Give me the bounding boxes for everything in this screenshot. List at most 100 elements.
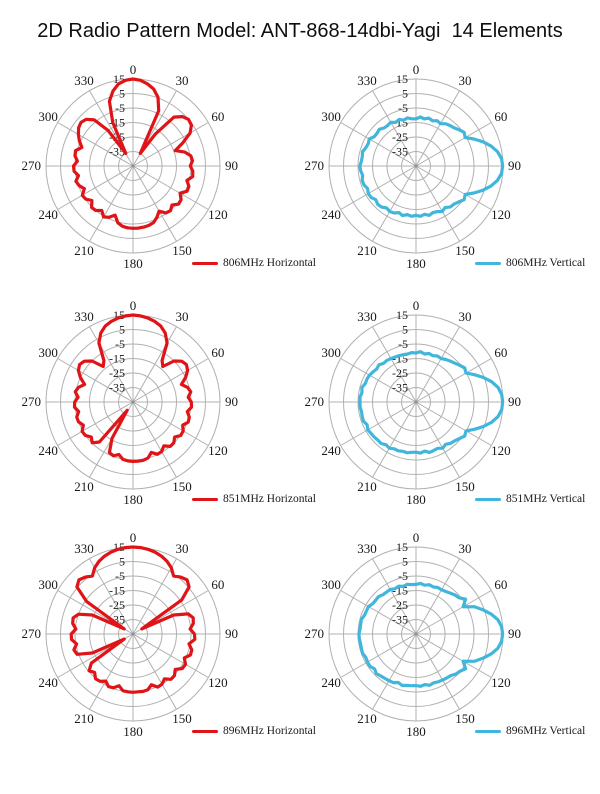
angle-label-60: 60 (211, 345, 224, 360)
radial-tick-label--5: -5 (115, 569, 125, 583)
angle-label-90: 90 (225, 626, 238, 641)
angle-label-240: 240 (321, 675, 341, 690)
polar-center-dot (131, 400, 135, 404)
legend-line-icon (192, 261, 218, 265)
angle-label-210: 210 (357, 711, 377, 726)
pattern-curve-896mhz-vertical (357, 581, 505, 688)
angle-label-0: 0 (413, 530, 420, 545)
angle-label-90: 90 (225, 394, 238, 409)
radial-tick-label-5: 5 (119, 555, 125, 569)
polar-center-dot (414, 400, 418, 404)
angle-label-150: 150 (172, 479, 192, 494)
radial-tick-label--25: -25 (392, 130, 408, 144)
angle-label-150: 150 (455, 711, 475, 726)
angle-label-30: 30 (176, 73, 189, 88)
angle-label-270: 270 (305, 394, 325, 409)
angle-label-270: 270 (305, 158, 325, 173)
legend-851mhz-vertical: 851MHz Vertical (475, 493, 585, 505)
angle-label-300: 300 (321, 577, 341, 592)
angle-label-270: 270 (22, 394, 42, 409)
polar-chart-896mhz-horizontal: 0 30 60 90 120 150 180 210 240 270 300 330 15 5 -5 -15-… (0, 524, 316, 759)
legend-line-icon (192, 729, 218, 733)
radial-tick-label--35: -35 (392, 381, 408, 395)
angle-label-120: 120 (491, 443, 511, 458)
radial-tick-label--5: -5 (398, 101, 408, 115)
angle-label-330: 330 (74, 309, 94, 324)
angle-label-150: 150 (172, 711, 192, 726)
angle-label-330: 330 (357, 73, 377, 88)
polar-grid (45, 546, 221, 722)
radial-tick-label--35: -35 (109, 381, 125, 395)
angle-label-30: 30 (459, 309, 472, 324)
radial-tick-label-15: 15 (396, 72, 408, 86)
angle-label-330: 330 (74, 73, 94, 88)
angle-label-60: 60 (494, 109, 507, 124)
angle-label-210: 210 (74, 711, 94, 726)
radial-tick-label--25: -25 (109, 366, 125, 380)
angle-label-330: 330 (74, 541, 94, 556)
legend-line-icon (475, 497, 501, 501)
angle-label-210: 210 (357, 479, 377, 494)
legend-line-icon (475, 261, 501, 265)
angle-label-120: 120 (491, 207, 511, 222)
legend-label: 806MHz Vertical (506, 257, 586, 269)
radial-tick-label--5: -5 (115, 337, 125, 351)
polar-center-dot (131, 632, 135, 636)
legend-label: 896MHz Vertical (506, 725, 586, 737)
angle-label-240: 240 (38, 443, 58, 458)
pattern-curve-851mhz-horizontal (72, 313, 194, 463)
angle-label-210: 210 (357, 243, 377, 258)
angle-label-30: 30 (459, 73, 472, 88)
angle-label-180: 180 (406, 256, 426, 271)
radial-tick-label-5: 5 (119, 323, 125, 337)
angle-label-180: 180 (406, 724, 426, 739)
angle-label-120: 120 (208, 675, 228, 690)
angle-label-240: 240 (321, 443, 341, 458)
angle-label-0: 0 (413, 298, 420, 313)
polar-center-dot (414, 164, 418, 168)
legend-label: 806MHz Horizontal (223, 257, 316, 269)
angle-label-240: 240 (38, 207, 58, 222)
angle-label-120: 120 (208, 443, 228, 458)
angle-label-330: 330 (357, 309, 377, 324)
angle-label-150: 150 (455, 243, 475, 258)
polar-chart-851mhz-vertical: 0 30 60 90 120 150 180 210 240 270 300 330 15 5 -5 -15-… (283, 292, 586, 527)
angle-label-120: 120 (208, 207, 228, 222)
pattern-curve-806mhz-horizontal (71, 77, 195, 230)
angle-label-210: 210 (74, 243, 94, 258)
legend-851mhz-horizontal: 851MHz Horizontal (192, 493, 316, 505)
polar-center-dot (131, 164, 135, 168)
angle-label-270: 270 (305, 626, 325, 641)
radial-tick-label-15: 15 (396, 540, 408, 554)
legend-896mhz-horizontal: 896MHz Horizontal (192, 725, 316, 737)
polar-chart-806mhz-vertical: 0 30 60 90 120 150 180 210 240 270 300 330 15 5 -5 -15-… (283, 56, 586, 291)
radial-tick-label-5: 5 (402, 323, 408, 337)
pattern-curve-851mhz-vertical (358, 350, 505, 455)
angle-label-90: 90 (508, 394, 521, 409)
angle-label-240: 240 (321, 207, 341, 222)
angle-label-60: 60 (494, 577, 507, 592)
angle-label-60: 60 (211, 109, 224, 124)
angle-label-300: 300 (38, 109, 58, 124)
radial-tick-label--5: -5 (398, 337, 408, 351)
legend-label: 851MHz Horizontal (223, 493, 316, 505)
radial-tick-label--5: -5 (398, 569, 408, 583)
angle-label-0: 0 (413, 62, 420, 77)
angle-label-300: 300 (38, 345, 58, 360)
angle-label-210: 210 (74, 479, 94, 494)
polar-chart-896mhz-vertical: 0 30 60 90 120 150 180 210 240 270 300 330 15 5 -5 -15-… (283, 524, 586, 759)
angle-label-270: 270 (22, 158, 42, 173)
angle-label-60: 60 (211, 577, 224, 592)
angle-label-150: 150 (172, 243, 192, 258)
legend-806mhz-vertical: 806MHz Vertical (475, 257, 585, 269)
legend-label: 896MHz Horizontal (223, 725, 316, 737)
polar-center-dot (414, 632, 418, 636)
angle-label-330: 330 (357, 541, 377, 556)
pattern-curve-896mhz-horizontal (69, 545, 197, 694)
radial-tick-label-15: 15 (396, 308, 408, 322)
